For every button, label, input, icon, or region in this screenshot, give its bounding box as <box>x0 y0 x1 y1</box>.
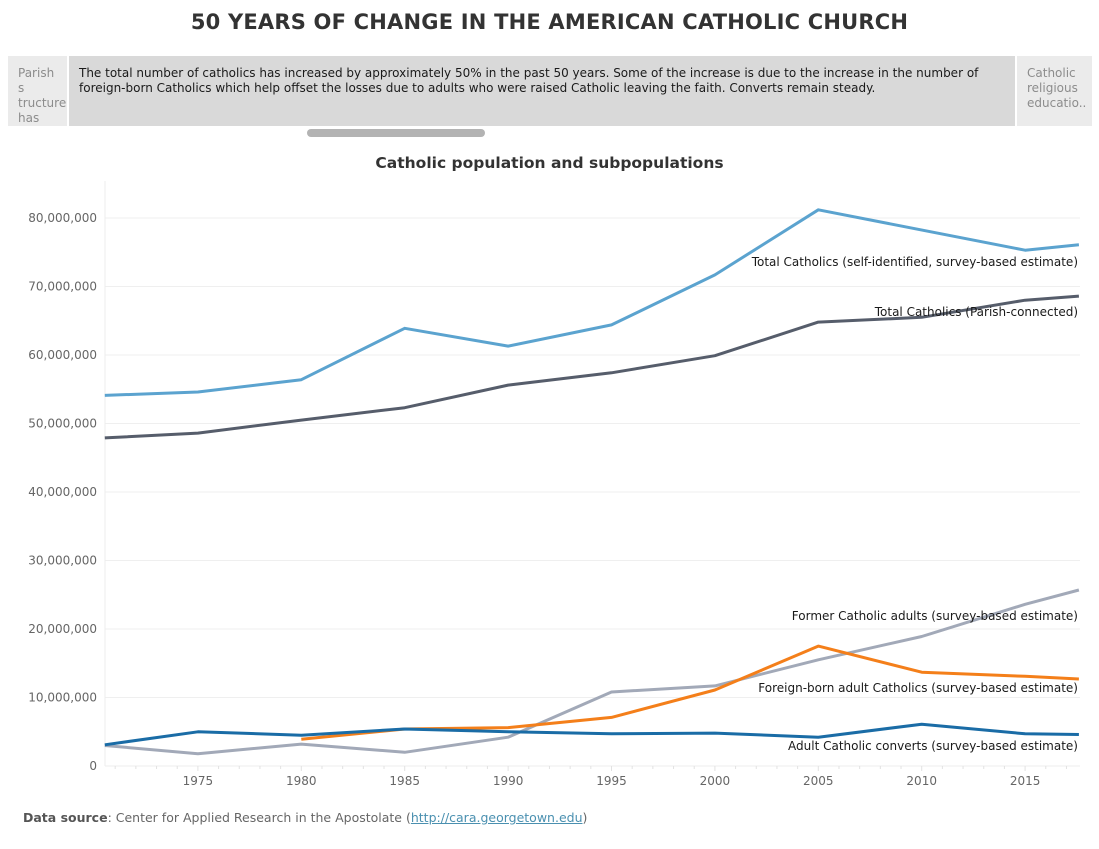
story-card-text: Catholic religious educatio.. <box>1027 66 1087 110</box>
x-tick-label: 1975 <box>183 774 214 788</box>
data-source-footer: Data source: Center for Applied Research… <box>23 810 587 825</box>
x-tick-label: 1985 <box>389 774 420 788</box>
story-card-parish-structure[interactable]: Parish s tructure has ch.. <box>8 56 67 126</box>
story-card-text: Parish s tructure has ch.. <box>18 66 67 125</box>
story-scrollbar[interactable] <box>0 126 1099 140</box>
story-card-active[interactable]: The total number of catholics has increa… <box>69 56 1015 126</box>
scrollbar-thumb[interactable] <box>307 129 485 137</box>
series-label-0: Total Catholics (self-identified, survey… <box>751 255 1078 269</box>
series-lines <box>104 208 1080 756</box>
x-tick-label: 2005 <box>803 774 834 788</box>
x-tick-label: 2000 <box>700 774 731 788</box>
y-tick-label: 50,000,000 <box>28 417 97 431</box>
gridlines <box>105 217 1080 767</box>
x-tick-label: 1990 <box>493 774 524 788</box>
story-navigator: Parish s tructure has ch.. The total num… <box>8 56 1092 126</box>
series-label-3: Foreign-born adult Catholics (survey-bas… <box>758 681 1078 695</box>
data-source-label: Data source <box>23 810 108 825</box>
series-line-4[interactable] <box>104 722 1079 747</box>
y-tick-label: 40,000,000 <box>28 485 97 499</box>
story-card-religious-education[interactable]: Catholic religious educatio.. <box>1017 56 1092 126</box>
chart-title: Catholic population and subpopulations <box>375 154 724 172</box>
y-tick-label: 0 <box>89 759 97 773</box>
series-labels: Total Catholics (self-identified, survey… <box>751 255 1078 753</box>
y-tick-label: 20,000,000 <box>28 622 97 636</box>
x-tick-label: 2015 <box>1010 774 1041 788</box>
series-label-1: Total Catholics (Parish-connected) <box>874 305 1078 319</box>
data-source-link[interactable]: http://cara.georgetown.edu <box>410 810 583 825</box>
line-chart: 0 10,000,000 20,000,000 30,000,000 40,000,00… <box>28 181 1080 788</box>
data-source-text: : Center for Applied Research in the Apo… <box>107 810 411 825</box>
axes: 0 10,000,000 20,000,000 30,000,000 40,000,00… <box>28 181 1080 788</box>
y-tick-label: 70,000,000 <box>28 280 97 294</box>
series-line-0[interactable] <box>104 208 1080 397</box>
page-title: 50 YEARS OF CHANGE IN THE AMERICAN CATHO… <box>190 10 909 34</box>
x-tick-label: 1995 <box>596 774 627 788</box>
y-tick-label: 10,000,000 <box>28 691 97 705</box>
x-tick-label: 2010 <box>906 774 937 788</box>
series-label-4: Adult Catholic converts (survey-based es… <box>788 739 1078 753</box>
story-card-text: The total number of catholics has increa… <box>79 66 979 95</box>
y-tick-label: 60,000,000 <box>28 348 97 362</box>
y-tick-label: 30,000,000 <box>28 554 97 568</box>
y-tick-label: 80,000,000 <box>28 211 97 225</box>
series-label-2: Former Catholic adults (survey-based est… <box>792 609 1078 623</box>
series-line-1[interactable] <box>104 294 1080 440</box>
data-source-close: ) <box>582 810 588 825</box>
series-line-2[interactable] <box>104 588 1080 756</box>
x-tick-label: 1980 <box>286 774 317 788</box>
